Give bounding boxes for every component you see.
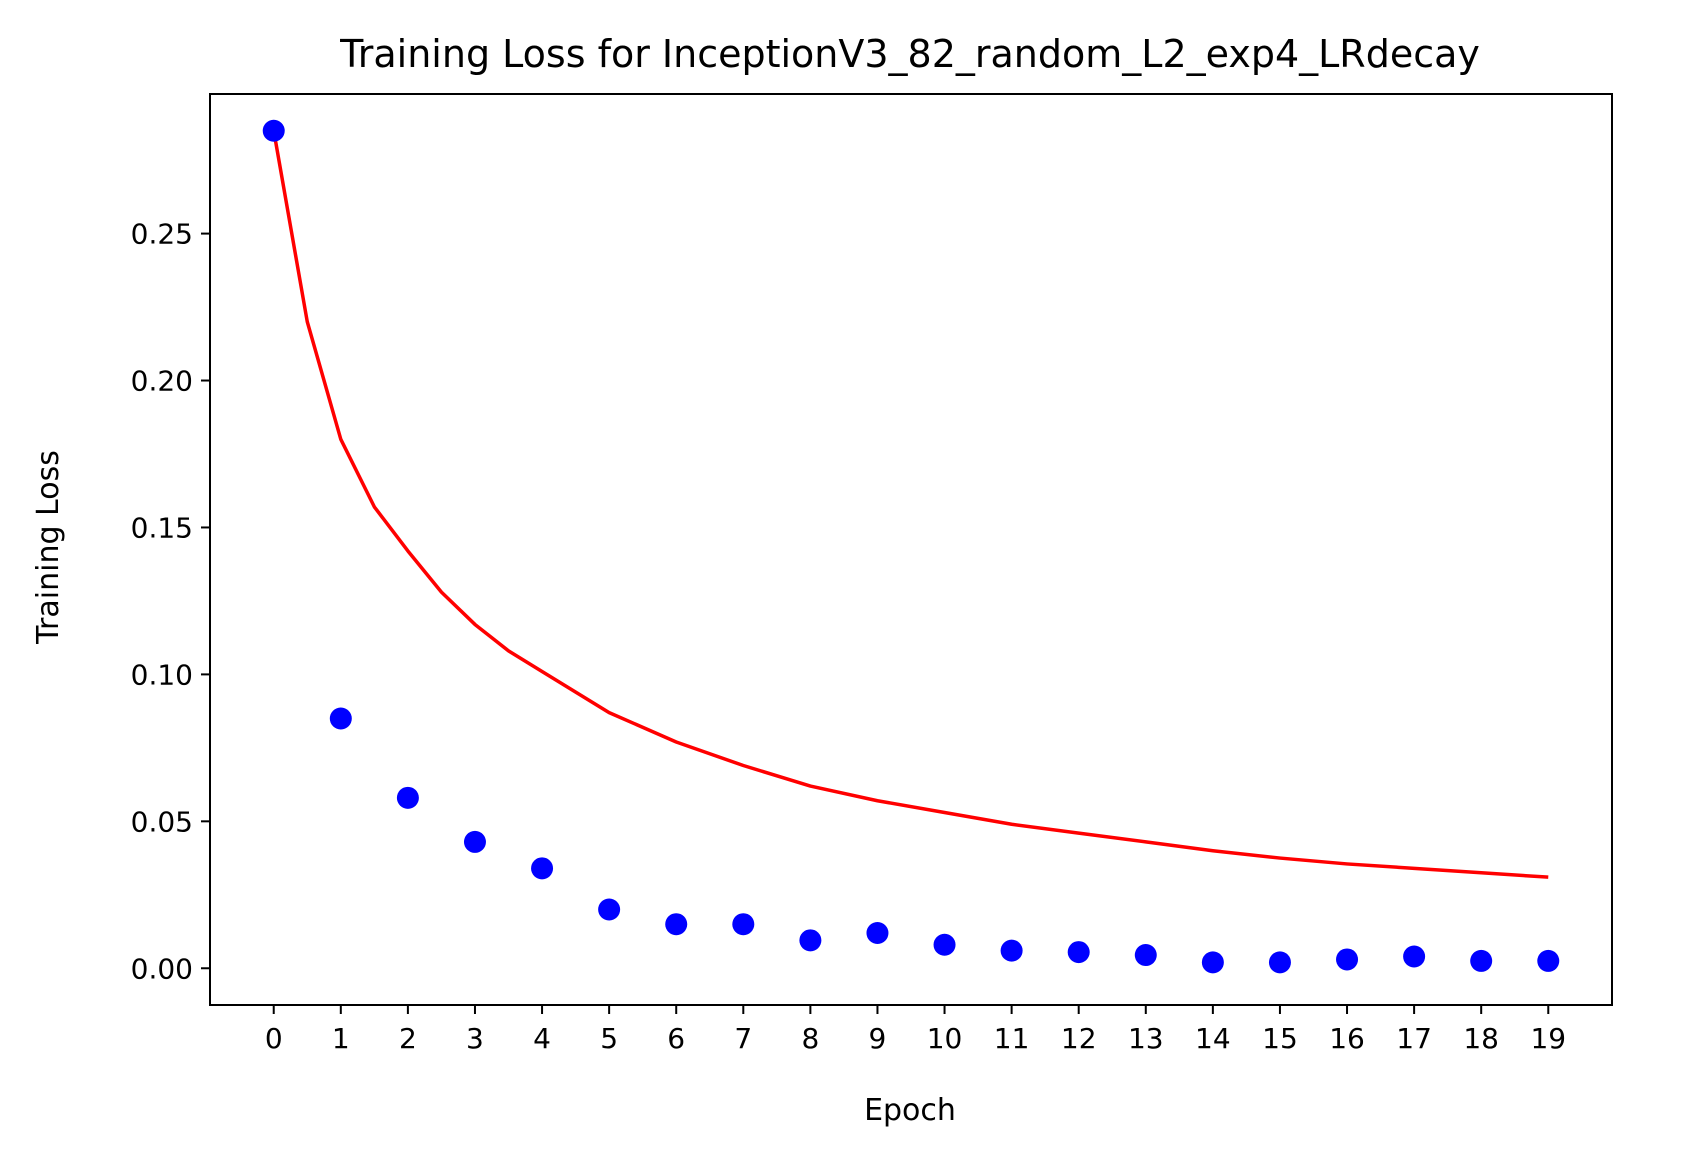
x-tick-label: 1 — [332, 1022, 350, 1055]
data-point — [598, 898, 621, 921]
plot-frame — [209, 93, 1613, 1006]
y-tick-label: 0.00 — [131, 952, 193, 985]
data-point — [1268, 951, 1291, 974]
data-point — [1067, 941, 1090, 964]
data-point — [1000, 939, 1023, 962]
y-tick-label: 0.25 — [131, 218, 193, 251]
x-axis-label: Epoch — [864, 1093, 956, 1128]
x-tick-label: 12 — [1061, 1022, 1097, 1055]
x-tick-label: 17 — [1396, 1022, 1432, 1055]
x-tick-label: 14 — [1195, 1022, 1231, 1055]
x-tick-label: 16 — [1329, 1022, 1365, 1055]
data-point — [1336, 948, 1359, 971]
data-point — [396, 786, 419, 809]
data-point — [1403, 945, 1426, 968]
x-tick-label: 7 — [734, 1022, 752, 1055]
x-tick-label: 8 — [801, 1022, 819, 1055]
data-point — [531, 857, 554, 880]
x-tick-label: 13 — [1128, 1022, 1164, 1055]
y-tick-label: 0.20 — [131, 365, 193, 398]
x-tick-label: 0 — [265, 1022, 283, 1055]
y-axis-label: Training Loss — [31, 450, 66, 645]
x-tick-label: 19 — [1530, 1022, 1566, 1055]
data-point — [262, 119, 285, 142]
data-point — [1134, 944, 1157, 967]
data-point — [463, 830, 486, 853]
data-point — [665, 913, 688, 936]
x-axis: 0 1 2 3 4 5 6 7 8 9 10 11 12 13 14 15 16 17 18 19 — [265, 1005, 1566, 1055]
x-tick-label: 5 — [600, 1022, 618, 1055]
y-tick-label: 0.05 — [131, 805, 193, 838]
x-tick-label: 15 — [1262, 1022, 1298, 1055]
trend-line — [272, 130, 1549, 879]
x-tick-label: 6 — [667, 1022, 685, 1055]
chart-title: Training Loss for InceptionV3_82_random_… — [339, 32, 1480, 76]
x-tick-label: 3 — [466, 1022, 484, 1055]
plot-area — [262, 119, 1560, 974]
x-tick-label: 11 — [994, 1022, 1030, 1055]
y-axis: 0.00 0.05 0.10 0.15 0.20 0.25 — [131, 218, 210, 985]
x-tick-label: 18 — [1463, 1022, 1499, 1055]
data-point — [732, 913, 755, 936]
data-point — [799, 929, 822, 952]
data-point — [329, 707, 352, 730]
x-tick-label: 4 — [533, 1022, 551, 1055]
x-tick-label: 9 — [869, 1022, 887, 1055]
data-point — [933, 933, 956, 956]
x-tick-label: 2 — [399, 1022, 417, 1055]
data-point — [1201, 951, 1224, 974]
data-point — [1470, 949, 1493, 972]
y-tick-label: 0.15 — [131, 511, 193, 544]
x-tick-label: 10 — [927, 1022, 963, 1055]
y-tick-label: 0.10 — [131, 658, 193, 691]
data-point — [866, 922, 889, 944]
data-point — [1537, 949, 1560, 972]
